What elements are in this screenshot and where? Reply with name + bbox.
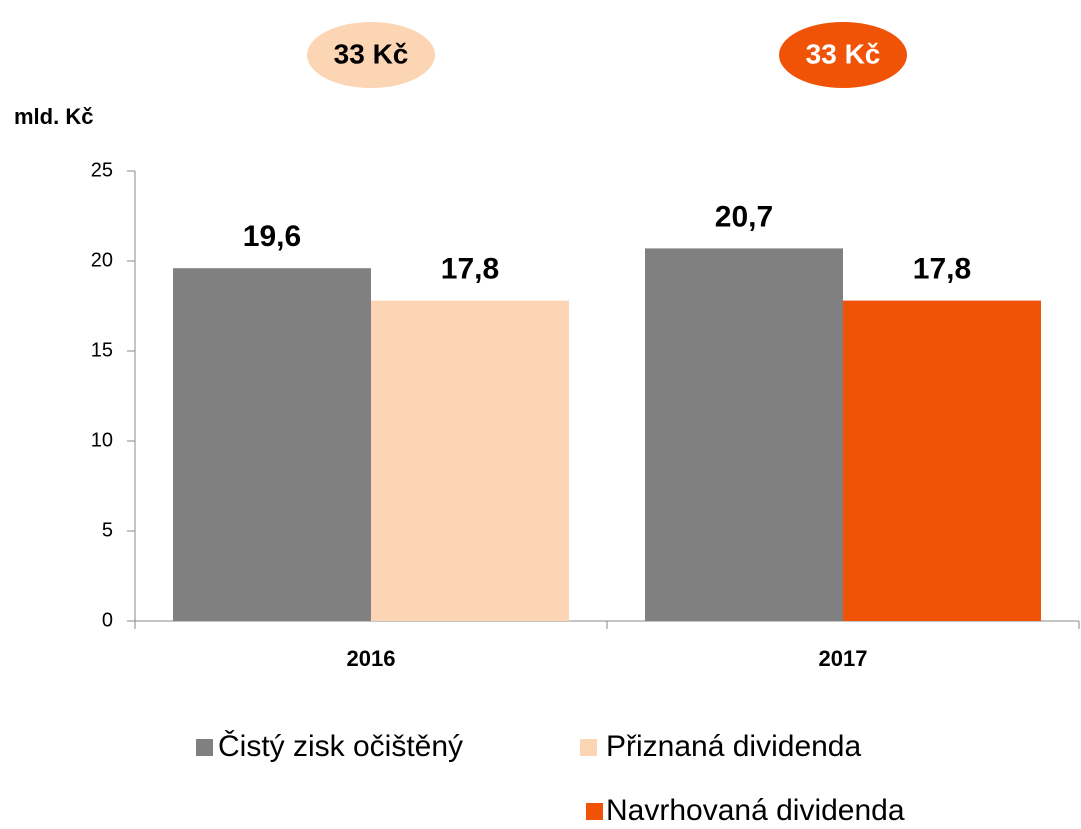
legend-swatch	[580, 739, 597, 756]
bar	[645, 248, 843, 621]
data-label: 19,6	[243, 220, 301, 253]
x-tick-label: 2016	[347, 646, 396, 671]
legend-label: Přiznaná dividenda	[606, 730, 861, 763]
data-label: 20,7	[715, 200, 773, 233]
y-axis-label: mld. Kč	[14, 104, 93, 129]
annotation: 33 Kč	[334, 38, 409, 69]
y-tick-label: 15	[91, 339, 113, 361]
y-tick-label: 20	[91, 249, 113, 271]
y-tick-label: 10	[91, 429, 113, 451]
annotation-badge	[307, 22, 435, 88]
legend-label: Čistý zisk očištěný	[218, 729, 463, 763]
bar	[371, 300, 569, 621]
y-tick-label: 0	[102, 609, 113, 631]
y-tick-label: 5	[102, 519, 113, 541]
annotation-badge	[779, 22, 907, 88]
annotation: 33 Kč	[806, 38, 881, 69]
legend-swatch	[586, 803, 603, 820]
x-tick-label: 2017	[819, 646, 868, 671]
data-label: 17,8	[441, 253, 499, 286]
legend-label: Navrhovaná dividenda	[606, 794, 905, 827]
bar	[173, 268, 371, 621]
y-tick-label: 25	[91, 159, 113, 181]
bar	[843, 300, 1041, 621]
legend-swatch	[196, 739, 213, 756]
data-label: 17,8	[913, 253, 971, 286]
